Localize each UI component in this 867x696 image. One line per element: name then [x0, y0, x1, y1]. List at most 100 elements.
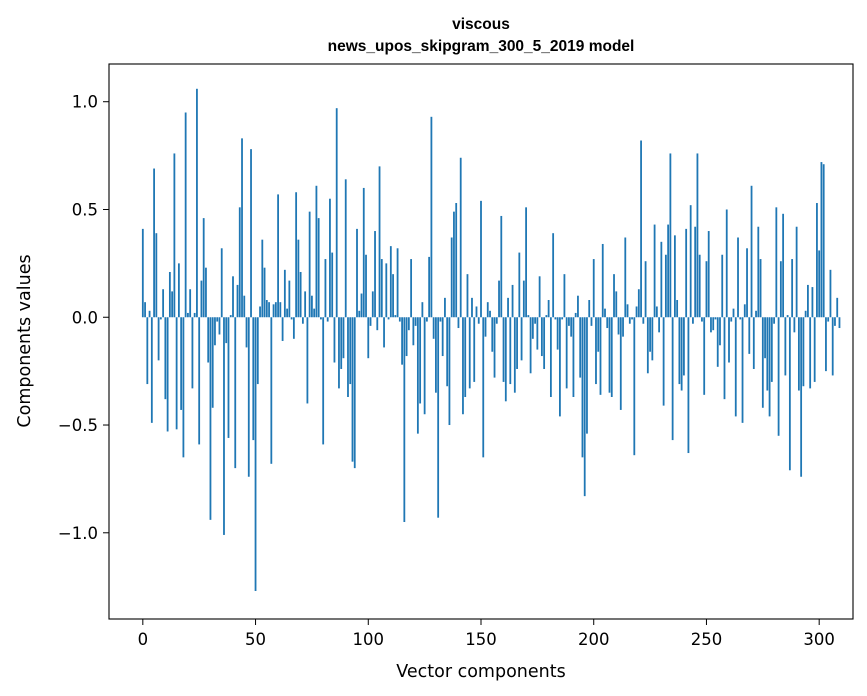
- bar-component-184: [556, 317, 559, 350]
- bar-component-183: [554, 317, 557, 320]
- bar-component-31: [211, 317, 214, 408]
- bar-component-215: [626, 304, 629, 318]
- bar-component-68: [295, 192, 298, 318]
- bar-component-33: [216, 317, 219, 322]
- bar-component-78: [317, 218, 320, 318]
- bar-component-102: [371, 291, 374, 318]
- bar-component-97: [360, 293, 363, 318]
- bar-component-199: [590, 317, 593, 326]
- bar-component-308: [836, 297, 839, 318]
- bar-component-169: [522, 280, 525, 318]
- y-tick-label: 0.0: [72, 308, 98, 327]
- bar-component-77: [315, 185, 318, 318]
- bar-component-261: [730, 317, 733, 322]
- bar-series: [141, 88, 841, 591]
- bar-component-116: [403, 317, 406, 523]
- bar-component-49: [252, 317, 255, 441]
- bar-component-14: [173, 153, 176, 318]
- bar-component-279: [770, 317, 773, 382]
- bar-component-192: [574, 312, 577, 318]
- bar-component-188: [565, 317, 568, 389]
- bar-component-228: [655, 306, 658, 318]
- bar-component-253: [712, 317, 715, 331]
- x-axis-ticks: 0 50 100 150 200 250 300: [138, 619, 835, 649]
- bar-component-86: [335, 108, 338, 318]
- bar-component-267: [743, 304, 746, 318]
- bar-component-194: [579, 317, 582, 378]
- bar-component-96: [358, 310, 361, 318]
- bar-component-271: [752, 317, 755, 369]
- bar-component-69: [297, 239, 300, 318]
- x-tick-label: 150: [465, 630, 497, 649]
- bar-component-37: [225, 317, 228, 344]
- x-tick-label: 100: [353, 630, 385, 649]
- bar-component-39: [229, 315, 232, 318]
- y-tick-label: −0.5: [58, 416, 98, 435]
- bar-component-280: [773, 317, 775, 324]
- bar-component-101: [369, 317, 372, 326]
- bar-component-170: [525, 207, 527, 318]
- bar-component-207: [608, 317, 611, 393]
- y-tick-label: −1.0: [58, 524, 98, 543]
- bar-component-179: [545, 315, 548, 318]
- bar-component-307: [834, 317, 836, 326]
- bar-component-163: [509, 317, 512, 385]
- bar-component-306: [831, 317, 834, 376]
- bar-component-136: [448, 317, 451, 426]
- bar-component-302: [822, 164, 825, 318]
- bar-component-50: [254, 317, 257, 591]
- bar-component-289: [793, 317, 796, 333]
- bar-component-51: [256, 317, 259, 385]
- bar-component-90: [344, 179, 347, 318]
- bar-component-121: [414, 317, 417, 326]
- bar-component-91: [347, 317, 349, 397]
- bar-component-140: [457, 317, 460, 329]
- bar-component-186: [561, 317, 564, 320]
- bar-component-230: [660, 241, 663, 318]
- bar-component-232: [664, 254, 667, 318]
- bar-component-133: [441, 317, 444, 357]
- bar-component-105: [378, 166, 381, 318]
- y-tick-label: 0.5: [72, 200, 98, 219]
- y-axis-ticks: −1.0 −0.5 0.0 0.5 1.0: [58, 93, 109, 543]
- bar-component-275: [761, 317, 764, 408]
- bar-component-19: [184, 112, 187, 318]
- bar-component-294: [804, 310, 807, 318]
- bar-component-126: [425, 317, 428, 322]
- bar-component-113: [396, 248, 399, 318]
- bar-component-99: [365, 254, 367, 318]
- bar-component-181: [549, 317, 552, 397]
- bar-component-266: [741, 317, 744, 423]
- bar-component-219: [635, 306, 638, 318]
- bar-component-250: [705, 261, 708, 318]
- bar-component-211: [617, 317, 620, 335]
- bar-component-13: [171, 291, 174, 318]
- bar-component-56: [268, 302, 270, 318]
- bar-component-8: [159, 317, 162, 320]
- bar-component-38: [227, 317, 230, 438]
- bar-component-231: [662, 317, 665, 406]
- bar-component-5: [153, 168, 155, 318]
- bar-component-210: [615, 291, 618, 318]
- bar-component-256: [719, 317, 721, 346]
- bar-component-115: [401, 317, 403, 365]
- bar-component-26: [200, 280, 203, 318]
- bar-component-10: [164, 317, 167, 400]
- bar-component-213: [622, 317, 624, 337]
- bar-component-172: [529, 317, 532, 374]
- chart-subtitle: news_upos_skipgram_300_5_2019 model: [328, 38, 635, 55]
- bar-component-43: [238, 207, 241, 318]
- bar-component-204: [601, 243, 604, 318]
- bar-component-190: [570, 317, 573, 337]
- bar-component-7: [157, 317, 160, 361]
- bar-component-9: [162, 289, 165, 318]
- bar-component-235: [671, 317, 674, 441]
- bar-component-237: [676, 300, 679, 318]
- bar-component-171: [527, 315, 530, 318]
- bar-component-3: [148, 310, 151, 318]
- bar-component-92: [349, 317, 352, 385]
- bar-component-21: [189, 289, 192, 318]
- bar-component-129: [432, 317, 435, 339]
- bar-component-134: [444, 297, 446, 318]
- bar-component-82: [326, 317, 329, 322]
